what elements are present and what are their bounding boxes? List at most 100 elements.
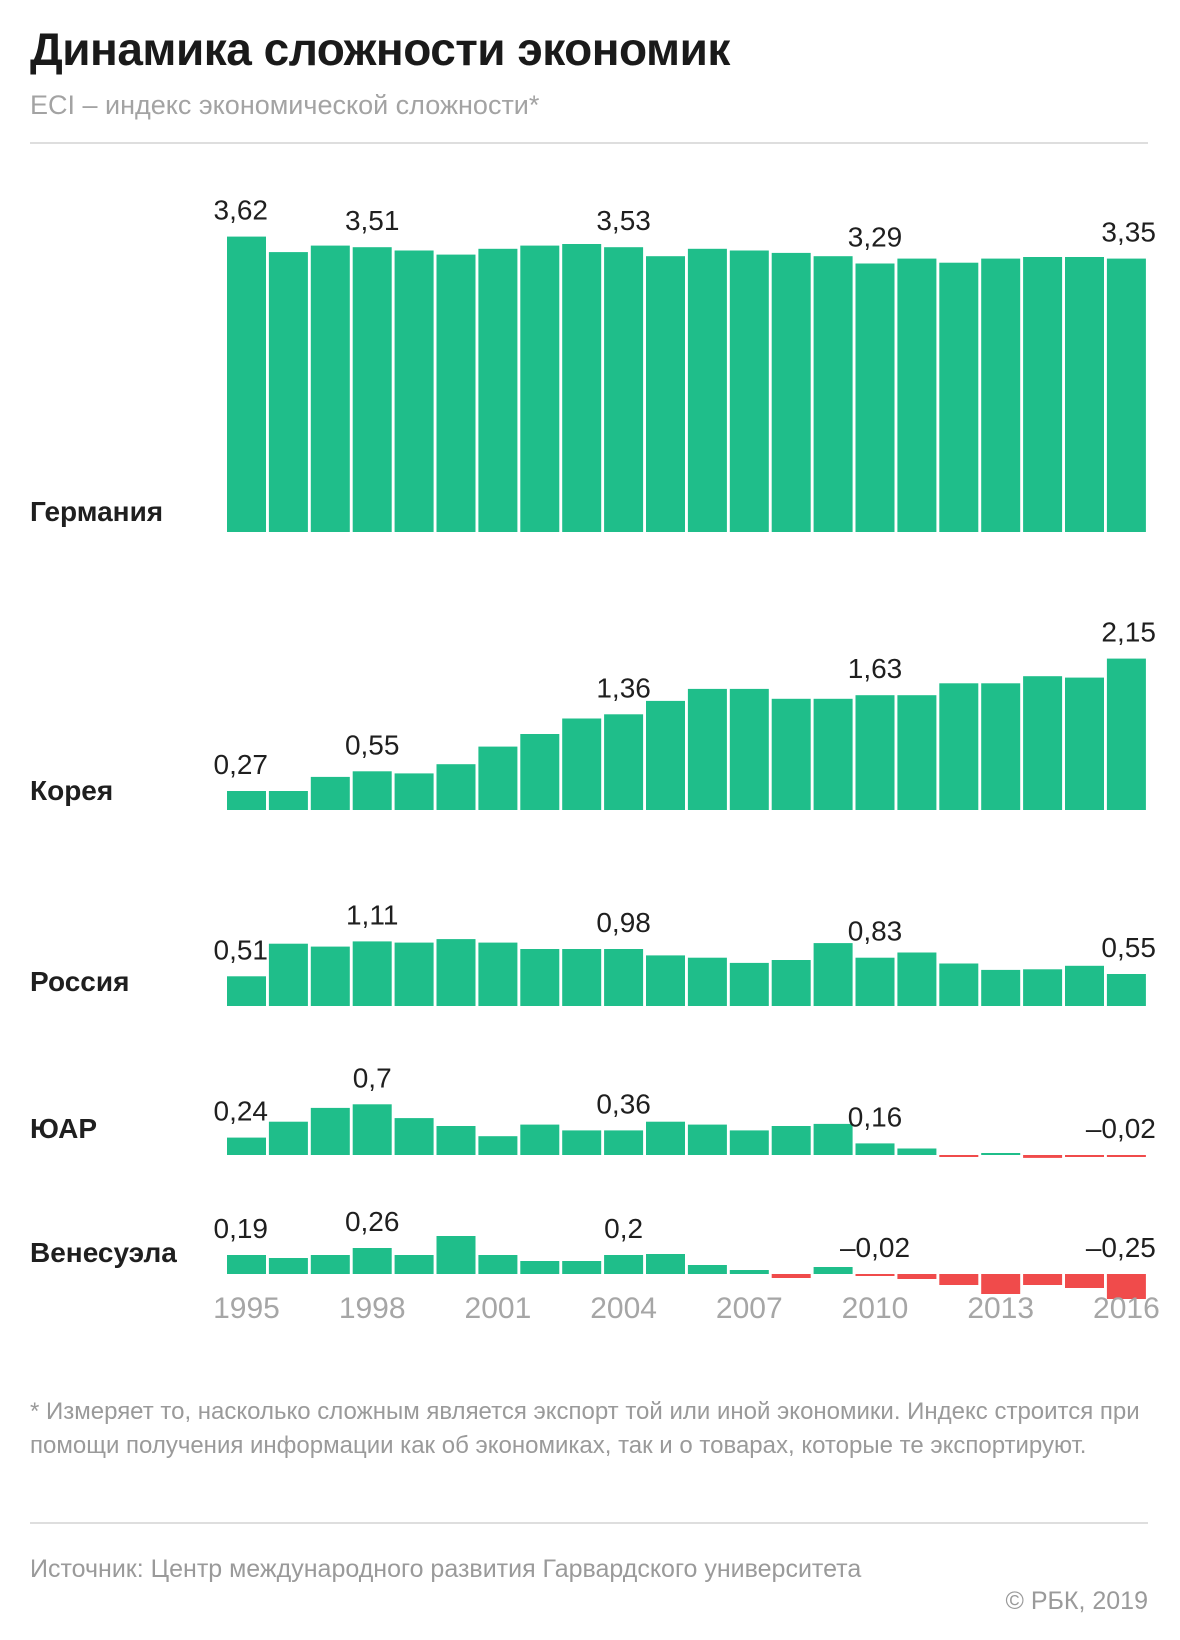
bar xyxy=(394,1118,434,1155)
bar xyxy=(520,1261,560,1274)
bar xyxy=(813,1267,853,1274)
bar xyxy=(981,258,1021,532)
bar xyxy=(771,960,811,1006)
bar xyxy=(604,949,644,1006)
x-tick-label: 1995 xyxy=(213,1292,280,1325)
data-label: 0,27 xyxy=(214,749,269,780)
data-label: –0,25 xyxy=(1086,1232,1156,1263)
bar xyxy=(771,252,811,532)
bar xyxy=(604,714,644,810)
bar xyxy=(520,1124,560,1155)
data-label: –0,02 xyxy=(840,1232,910,1263)
bar xyxy=(352,941,392,1006)
bar xyxy=(855,695,895,810)
footer-divider xyxy=(30,1522,1148,1524)
bar xyxy=(981,683,1021,810)
x-tick-label: 2001 xyxy=(465,1292,532,1325)
bar xyxy=(394,773,434,810)
data-label: 0,55 xyxy=(1101,932,1156,963)
data-label: 3,29 xyxy=(848,222,903,253)
data-label: 0,7 xyxy=(353,1062,392,1093)
bar xyxy=(855,263,895,532)
bar xyxy=(604,1255,644,1274)
data-label: 3,35 xyxy=(1101,217,1156,248)
data-label: 3,53 xyxy=(596,205,651,236)
bar xyxy=(268,252,308,532)
bar-chart: Германия 3,62 3,51 3,53 3,29 3,35 Корея 0,27 0,5… xyxy=(30,195,1160,1325)
bar xyxy=(687,248,727,533)
bar xyxy=(520,949,560,1006)
bar xyxy=(436,939,476,1006)
bar xyxy=(562,1130,602,1155)
bar xyxy=(729,1130,769,1155)
bar xyxy=(268,1258,308,1274)
bar xyxy=(813,1123,853,1155)
bar xyxy=(310,245,350,532)
bar xyxy=(813,698,853,810)
bar xyxy=(897,258,937,532)
bar xyxy=(310,1107,350,1155)
bar xyxy=(227,236,266,532)
bar xyxy=(939,262,979,532)
bar xyxy=(394,250,434,532)
x-tick-label: 2013 xyxy=(967,1292,1034,1325)
series-label: Германия xyxy=(30,496,163,527)
data-label: 0,19 xyxy=(214,1213,269,1244)
bar xyxy=(227,1255,266,1274)
bar xyxy=(1065,677,1104,810)
bar xyxy=(520,734,560,810)
bar xyxy=(981,969,1021,1006)
bar xyxy=(687,1265,727,1274)
bar xyxy=(520,245,560,532)
x-tick-label: 1998 xyxy=(339,1292,406,1325)
bar xyxy=(1106,258,1146,532)
data-label: 0,2 xyxy=(604,1213,643,1244)
bar xyxy=(227,1137,266,1155)
bar xyxy=(687,957,727,1006)
bar xyxy=(939,1155,979,1157)
bar xyxy=(310,776,350,810)
bar xyxy=(729,962,769,1006)
bar xyxy=(939,1274,979,1285)
bar xyxy=(729,250,769,532)
x-tick-label: 2007 xyxy=(716,1292,783,1325)
data-label: 0,98 xyxy=(596,907,651,938)
bar xyxy=(1106,974,1146,1006)
bar xyxy=(771,1274,811,1278)
bar xyxy=(981,1274,1021,1294)
bar xyxy=(478,942,518,1006)
bar xyxy=(310,1255,350,1274)
bar xyxy=(646,1254,685,1274)
bar xyxy=(939,963,979,1006)
bar xyxy=(562,949,602,1006)
bar xyxy=(1065,1155,1104,1157)
series-label: ЮАР xyxy=(30,1113,97,1144)
bar xyxy=(771,698,811,810)
bar xyxy=(394,1255,434,1274)
series-label: Корея xyxy=(30,775,113,806)
bar xyxy=(1023,1274,1063,1285)
bar xyxy=(1023,969,1063,1006)
data-label: –0,02 xyxy=(1086,1113,1156,1144)
bar xyxy=(562,718,602,810)
bar xyxy=(268,943,308,1006)
data-label: 0,24 xyxy=(214,1096,269,1127)
bar xyxy=(1023,676,1063,810)
bar xyxy=(855,1143,895,1155)
bar xyxy=(604,1130,644,1155)
header-divider xyxy=(30,142,1148,144)
bar xyxy=(1023,1155,1063,1158)
bar xyxy=(394,942,434,1006)
bar xyxy=(687,688,727,810)
bar xyxy=(981,1153,1021,1155)
data-label: 1,36 xyxy=(596,672,651,703)
footnote: * Измеряет то, насколько сложным являетс… xyxy=(30,1398,1140,1459)
bar xyxy=(897,1274,937,1279)
data-label: 3,51 xyxy=(345,205,400,236)
bar xyxy=(855,957,895,1006)
bar xyxy=(562,1261,602,1274)
bar xyxy=(1065,257,1104,532)
source-note: Источник: Центр международного развития … xyxy=(30,1555,862,1583)
data-label: 0,26 xyxy=(345,1206,400,1237)
bar xyxy=(897,952,937,1006)
